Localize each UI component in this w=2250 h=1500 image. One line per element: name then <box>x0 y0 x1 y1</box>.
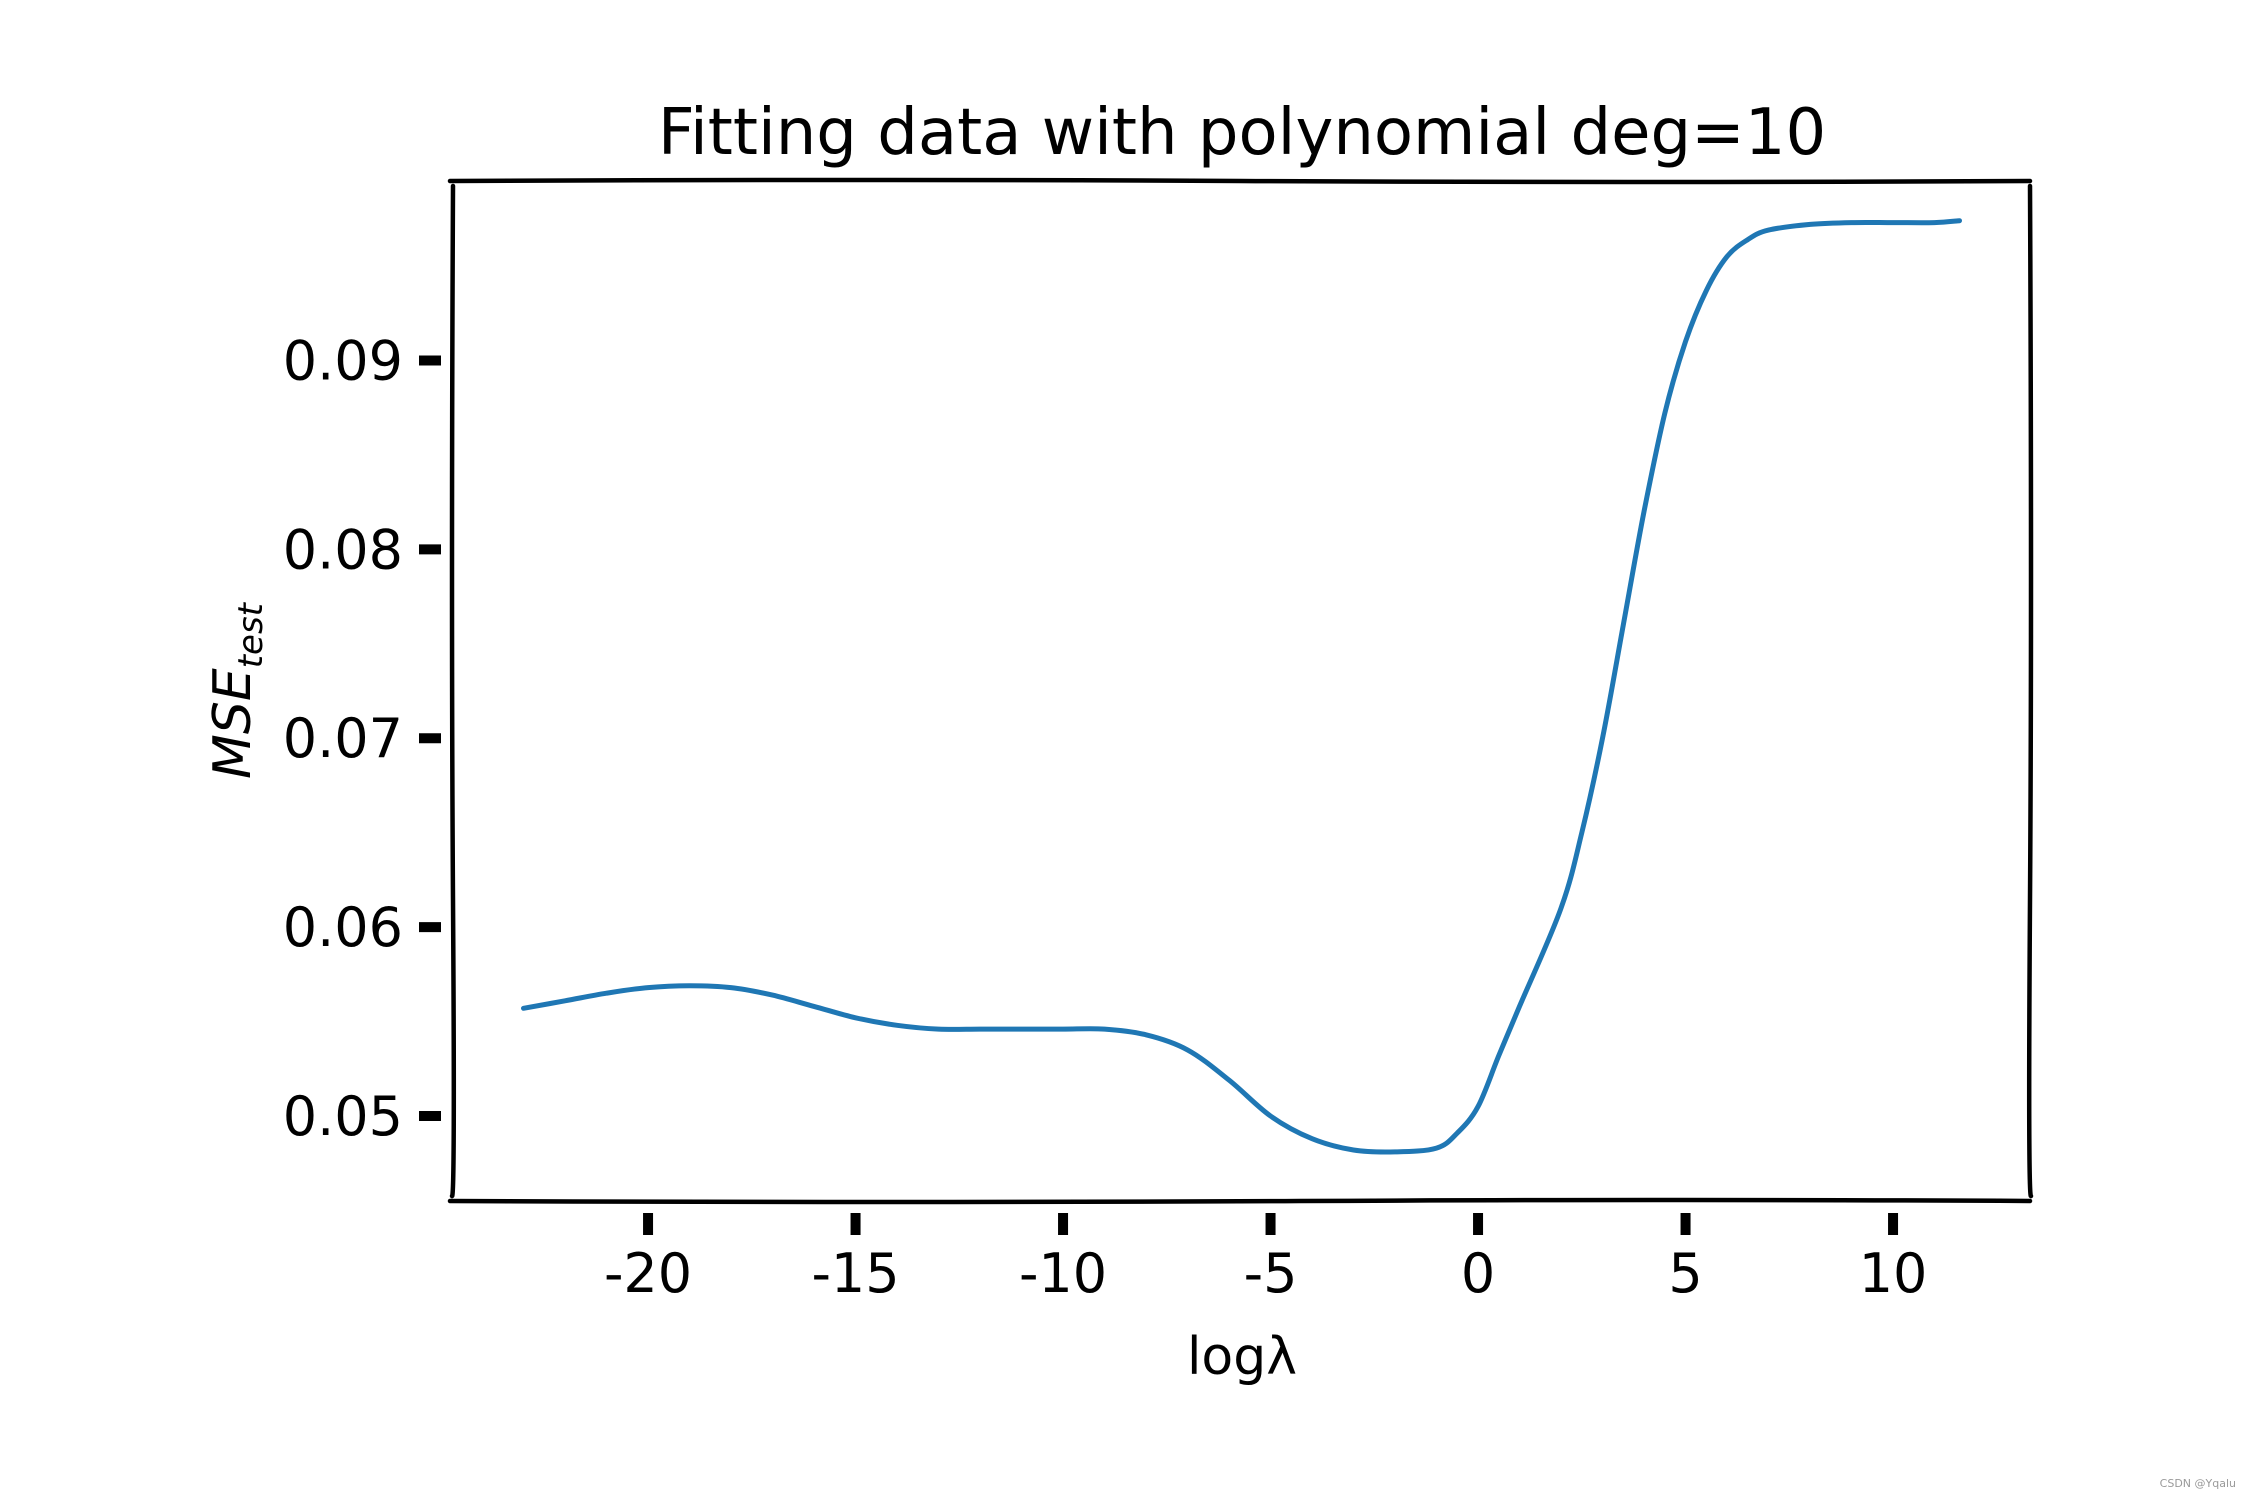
y-axis-ticks: 0.05 0.06 0.07 0.08 0.09 <box>283 329 441 1148</box>
x-tick-label: -10 <box>1019 1242 1107 1305</box>
x-tick-label: 10 <box>1859 1242 1928 1305</box>
y-tick-label: 0.06 <box>283 896 403 959</box>
y-tick-label: 0.09 <box>283 329 403 392</box>
watermark: CSDN @Yqalu <box>2159 1477 2236 1490</box>
frame-right <box>2026 183 2034 1199</box>
x-axis-ticks: -20 -15 -10 -5 0 5 10 <box>604 1213 1927 1305</box>
frame-bottom <box>447 1197 2033 1205</box>
x-tick-label: -5 <box>1244 1242 1298 1305</box>
frame-left <box>449 183 457 1199</box>
plot-frame <box>447 177 2034 1205</box>
x-tick-label: -15 <box>811 1242 899 1305</box>
chart-title: Fitting data with polynomial deg=10 <box>658 96 1826 170</box>
series-line <box>521 218 1962 1155</box>
y-axis-label: MSEtest <box>203 601 271 779</box>
y-tick-label: 0.05 <box>283 1085 403 1148</box>
x-axis-label: logλ <box>1187 1327 1297 1387</box>
y-tick-label: 0.08 <box>283 518 403 581</box>
y-axis-label-subscript: test <box>231 601 271 668</box>
y-axis-label-main: MSE <box>203 668 263 779</box>
frame-top <box>447 177 2033 185</box>
x-tick-label: 0 <box>1461 1242 1495 1305</box>
x-tick-label: 5 <box>1668 1242 1702 1305</box>
y-tick-label: 0.07 <box>283 707 403 770</box>
x-tick-label: -20 <box>604 1242 692 1305</box>
